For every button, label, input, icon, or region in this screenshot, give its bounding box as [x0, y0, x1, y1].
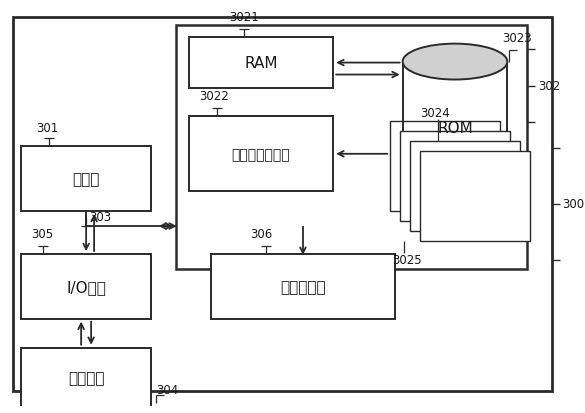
- Bar: [176, 26, 526, 269]
- Text: I/O接口: I/O接口: [66, 279, 106, 294]
- Bar: [410, 142, 519, 231]
- Text: 3024: 3024: [420, 107, 450, 120]
- Bar: [21, 147, 151, 211]
- Text: 3025: 3025: [392, 253, 422, 266]
- Bar: [21, 254, 151, 319]
- Text: 305: 305: [31, 228, 53, 240]
- Bar: [420, 152, 530, 242]
- Bar: [390, 122, 500, 211]
- Text: RAM: RAM: [245, 56, 278, 71]
- Text: 3021: 3021: [229, 11, 259, 24]
- Text: 300: 300: [563, 198, 585, 211]
- Bar: [21, 348, 151, 408]
- Bar: [400, 132, 510, 221]
- Text: 网络适配器: 网络适配器: [280, 279, 326, 294]
- Text: 304: 304: [156, 382, 178, 396]
- Text: 高速缓存存储器: 高速缓存存储器: [232, 147, 290, 161]
- Text: 302: 302: [538, 80, 560, 93]
- Text: 外部设备: 外部设备: [68, 370, 104, 385]
- Ellipse shape: [402, 45, 507, 80]
- Text: 3022: 3022: [199, 90, 229, 103]
- Bar: [211, 254, 395, 319]
- Text: 303: 303: [89, 211, 111, 223]
- Text: ROM: ROM: [437, 121, 473, 135]
- Text: 306: 306: [250, 228, 273, 240]
- Bar: [189, 117, 333, 192]
- Text: 处理器: 处理器: [73, 172, 100, 187]
- Text: 301: 301: [36, 122, 59, 135]
- Text: 3023: 3023: [503, 31, 532, 45]
- Bar: [189, 38, 333, 89]
